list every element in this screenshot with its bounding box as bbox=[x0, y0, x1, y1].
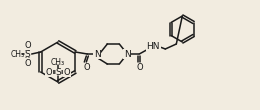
Text: O: O bbox=[24, 59, 31, 68]
Text: O: O bbox=[136, 63, 143, 72]
Text: O: O bbox=[46, 68, 52, 76]
Text: S: S bbox=[55, 68, 61, 76]
Text: CH₃: CH₃ bbox=[11, 50, 25, 59]
Text: S: S bbox=[25, 50, 31, 59]
Text: O: O bbox=[24, 40, 31, 50]
Text: CH₃: CH₃ bbox=[51, 58, 65, 67]
Text: HN: HN bbox=[147, 41, 160, 50]
Text: O: O bbox=[64, 68, 70, 76]
Text: N: N bbox=[94, 50, 101, 59]
Text: N: N bbox=[124, 50, 131, 59]
Text: O: O bbox=[83, 63, 90, 72]
